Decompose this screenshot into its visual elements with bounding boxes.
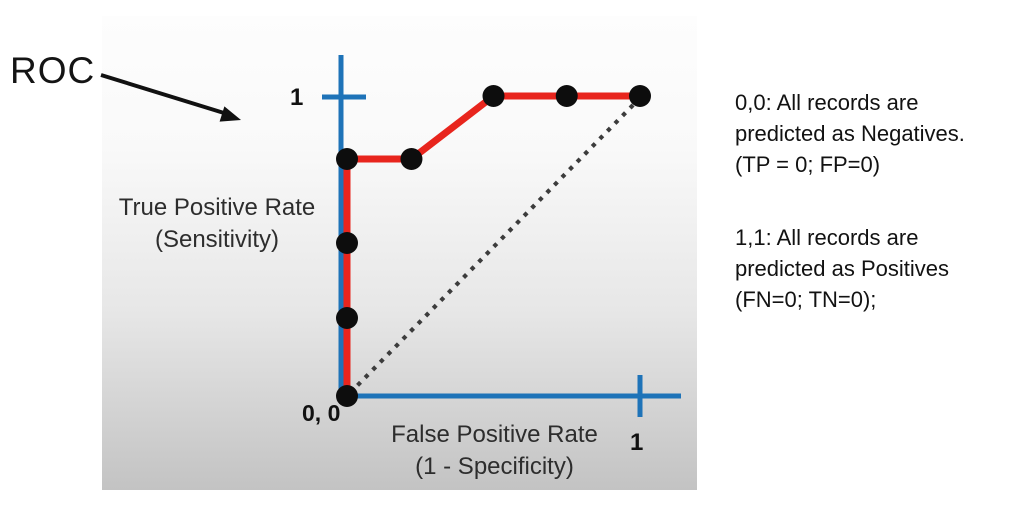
roc-title: ROC: [10, 50, 96, 91]
y-axis-title-line2: (Sensitivity): [154, 226, 280, 253]
note-1-1: 1,1: All records are predicted as Positi…: [735, 225, 949, 312]
y-axis-title-line1: True Positive Rate: [118, 194, 316, 221]
y-axis-tick-label-1: 1: [290, 84, 304, 111]
x-axis-title-line1: False Positive Rate: [391, 421, 598, 448]
x-axis-title-line2: (1 - Specificity): [415, 453, 574, 480]
x-axis-tick-label-1: 1: [630, 429, 644, 456]
note-0-0: 0,0: All records are predicted as Negati…: [735, 90, 965, 177]
origin-label: 0, 0: [302, 400, 341, 426]
x-axis-title: False Positive Rate (1 - Specificity): [352, 419, 637, 483]
annotation-notes: 0,0: All records are predicted as Negati…: [735, 87, 1020, 315]
y-axis-title: True Positive Rate (Sensitivity): [98, 192, 336, 256]
